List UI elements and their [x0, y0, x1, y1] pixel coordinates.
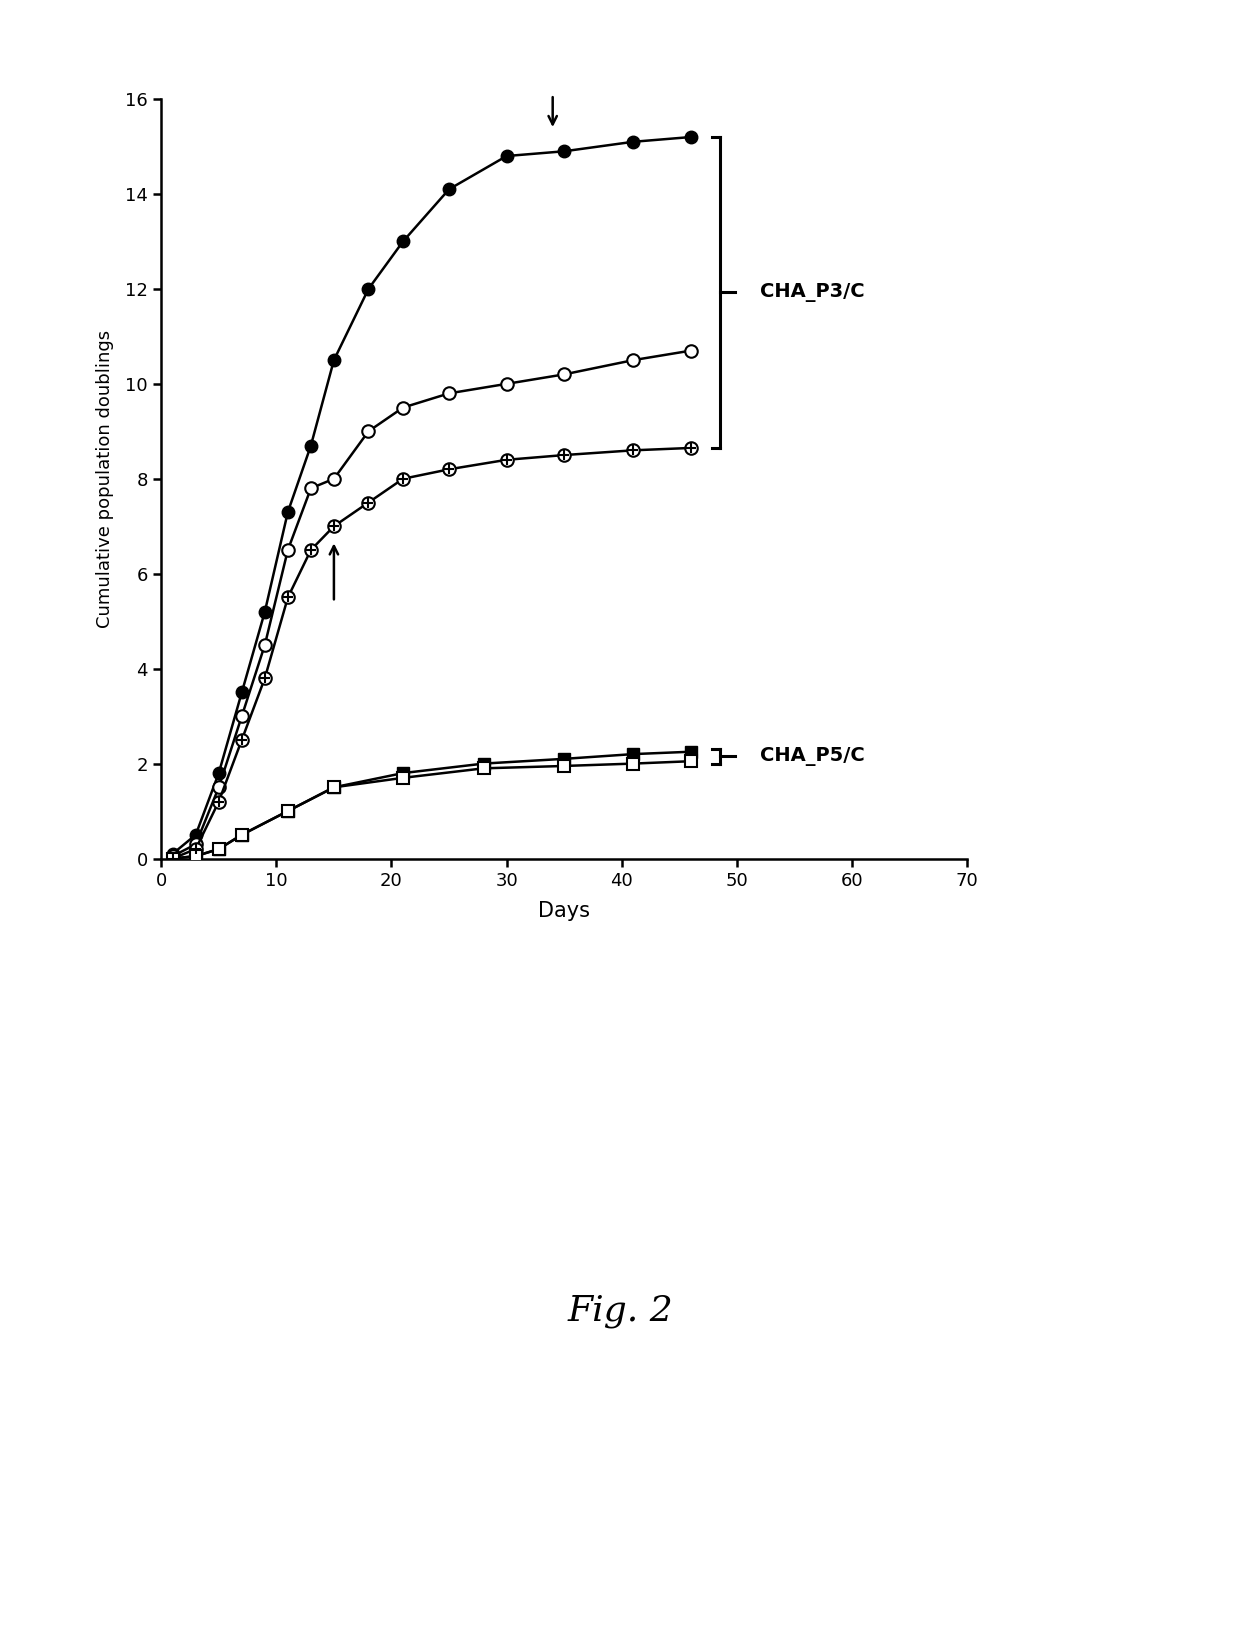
X-axis label: Days: Days — [538, 901, 590, 921]
Text: Fig. 2: Fig. 2 — [567, 1294, 673, 1329]
Y-axis label: Cumulative population doublings: Cumulative population doublings — [95, 330, 114, 627]
Text: CHA_P5/C: CHA_P5/C — [760, 746, 864, 766]
Text: CHA_P3/C: CHA_P3/C — [760, 282, 864, 302]
